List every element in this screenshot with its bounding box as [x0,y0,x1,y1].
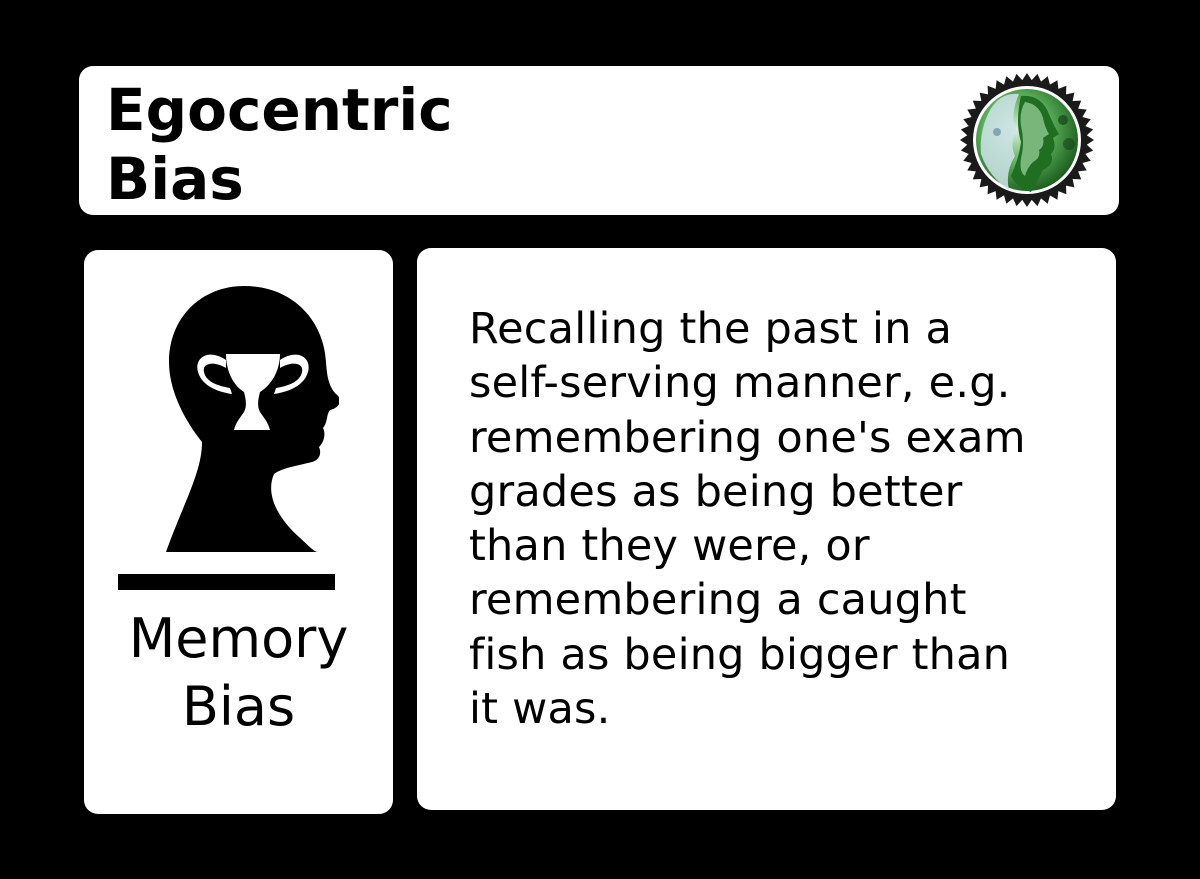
description-line: self-serving manner, e.g. [469,358,1011,409]
category-panel: Memory Bias [84,250,393,814]
description-text: Recalling the past in a self-serving man… [469,302,1089,736]
description-line: remembering a caught [469,575,967,626]
card-title-line: Egocentric [106,76,453,144]
description-panel: Recalling the past in a self-serving man… [417,248,1116,810]
category-label: Memory Bias [84,605,393,741]
description-line: grades as being better [469,466,963,517]
card-title: Egocentric Bias [106,76,453,214]
description-line: Recalling the past in a [469,304,953,354]
description-line: it was. [469,684,611,735]
card-title-line: Bias [106,145,244,213]
description-line: remembering one's exam [469,412,1026,463]
head-with-trophy-icon [118,286,339,590]
category-label-line: Memory [128,607,349,670]
category-label-line: Bias [181,675,296,738]
description-line: fish as being bigger than [469,629,1011,680]
green-face-seal-icon [960,73,1094,207]
title-panel: Egocentric Bias [79,66,1119,215]
description-line: than they were, or [469,521,870,572]
